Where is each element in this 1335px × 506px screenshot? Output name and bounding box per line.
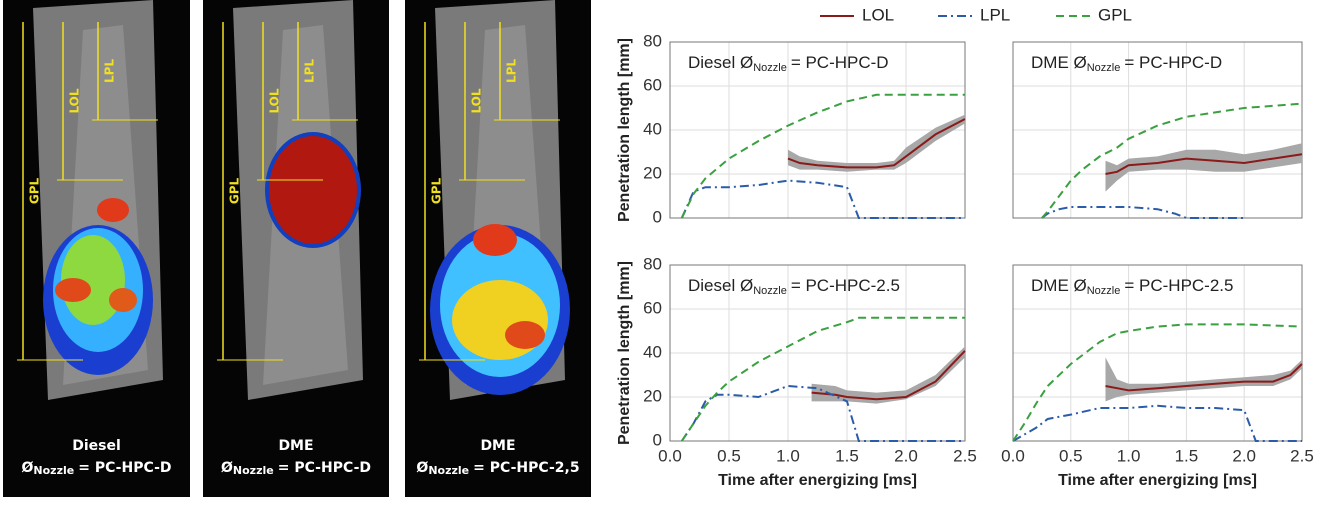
spray-blob bbox=[473, 224, 517, 256]
title-main: Diesel Ø bbox=[688, 53, 753, 72]
series-line bbox=[1012, 323, 1303, 442]
uncertainty-band bbox=[788, 114, 965, 172]
y-tick-label: 60 bbox=[643, 75, 662, 94]
caption-rest: = PC-HPC-D bbox=[278, 460, 371, 476]
annotation-label: LPL bbox=[303, 59, 317, 83]
chart-title: Diesel ØNozzle = PC-HPC-D bbox=[688, 53, 889, 73]
caption-rest: = PC-HPC-D bbox=[78, 460, 171, 476]
x-tick-label: 2.0 bbox=[1232, 446, 1256, 465]
x-axis-label: Time after energizing [ms] bbox=[1058, 472, 1257, 489]
caption-sub: Nozzle bbox=[33, 464, 74, 477]
series-line bbox=[680, 93, 965, 219]
x-tick-label: 0.5 bbox=[1059, 446, 1083, 465]
uncertainty-band bbox=[1105, 143, 1302, 192]
series-line bbox=[680, 384, 965, 442]
caption-symbol: Ø bbox=[22, 460, 34, 476]
photo-caption-nozzle: ØNozzle = PC-HPC-D bbox=[221, 460, 371, 477]
y-tick-label: 80 bbox=[643, 254, 662, 273]
y-tick-label: 0 bbox=[653, 207, 662, 226]
series-line bbox=[1105, 153, 1303, 175]
plot-frame bbox=[1012, 41, 1303, 219]
title-rest: = PC-HPC-2.5 bbox=[791, 276, 900, 295]
x-tick-label: 1.0 bbox=[776, 446, 800, 465]
uncertainty-band bbox=[811, 346, 965, 404]
y-tick-label: 20 bbox=[643, 163, 662, 182]
legend-label: LOL bbox=[862, 5, 894, 24]
title-rest: = PC-HPC-2.5 bbox=[1124, 276, 1233, 295]
title-main: DME Ø bbox=[1031, 276, 1087, 295]
spray-blob bbox=[61, 235, 125, 325]
spray-blob bbox=[97, 198, 129, 222]
chart-title: DME ØNozzle = PC-HPC-2.5 bbox=[1031, 276, 1233, 296]
title-main: Diesel Ø bbox=[688, 276, 753, 295]
caption-rest: = PC-HPC-2,5 bbox=[473, 460, 579, 476]
series-line bbox=[680, 179, 965, 219]
photo-caption-nozzle: ØNozzle = PC-HPC-D bbox=[22, 460, 172, 477]
caption-sub: Nozzle bbox=[428, 464, 469, 477]
annotation-label: LOL bbox=[68, 88, 82, 113]
caption-symbol: Ø bbox=[221, 460, 233, 476]
y-tick-label: 80 bbox=[643, 31, 662, 50]
x-tick-label: 1.0 bbox=[1117, 446, 1141, 465]
spray-image: GPL LOL LPL bbox=[217, 0, 363, 400]
annotation-label: GPL bbox=[228, 178, 242, 205]
photo-caption: DME bbox=[480, 438, 515, 454]
x-tick-label: 0.0 bbox=[658, 446, 682, 465]
annotation-label: GPL bbox=[28, 178, 42, 205]
caption-sub: Nozzle bbox=[233, 464, 274, 477]
legend-label: LPL bbox=[980, 5, 1010, 24]
title-sub: Nozzle bbox=[753, 62, 787, 74]
y-tick-label: 20 bbox=[643, 386, 662, 405]
photo-caption: Diesel bbox=[72, 438, 121, 454]
x-tick-label: 0.0 bbox=[1001, 446, 1025, 465]
y-tick-label: 0 bbox=[653, 430, 662, 449]
x-tick-label: 0.5 bbox=[717, 446, 741, 465]
title-rest: = PC-HPC-D bbox=[1124, 53, 1222, 72]
series-line bbox=[1012, 404, 1302, 442]
series-line bbox=[1041, 206, 1245, 219]
legend-label: GPL bbox=[1098, 5, 1132, 24]
title-main: DME Ø bbox=[1031, 53, 1087, 72]
spray-image: GPL LOL LPL bbox=[17, 0, 163, 400]
annotation-label: LOL bbox=[470, 88, 484, 113]
y-axis-label: Penetration length [mm] bbox=[616, 261, 633, 445]
uncertainty-band bbox=[1105, 357, 1302, 402]
series-line bbox=[787, 118, 966, 169]
spray-blob bbox=[452, 280, 548, 360]
x-tick-label: 2.0 bbox=[894, 446, 918, 465]
spray-blob bbox=[269, 136, 357, 244]
plot-frame bbox=[1012, 264, 1303, 442]
x-tick-label: 1.5 bbox=[835, 446, 859, 465]
title-sub: Nozzle bbox=[753, 285, 787, 297]
chart-title: Diesel ØNozzle = PC-HPC-2.5 bbox=[688, 276, 900, 296]
caption-symbol: Ø bbox=[416, 460, 428, 476]
annotation-label: LPL bbox=[103, 59, 117, 83]
x-tick-label: 2.5 bbox=[953, 446, 977, 465]
x-tick-label: 2.5 bbox=[1290, 446, 1314, 465]
spray-blob bbox=[109, 288, 137, 312]
y-tick-label: 40 bbox=[643, 342, 662, 361]
plot-frame bbox=[669, 41, 966, 219]
photo-caption: DME bbox=[278, 438, 313, 454]
x-tick-label: 1.5 bbox=[1175, 446, 1199, 465]
chart-title: DME ØNozzle = PC-HPC-D bbox=[1031, 53, 1222, 73]
y-axis-label: Penetration length [mm] bbox=[616, 38, 633, 222]
series-line bbox=[1041, 102, 1303, 219]
y-tick-label: 60 bbox=[643, 298, 662, 317]
photo-caption-nozzle: ØNozzle = PC-HPC-2,5 bbox=[416, 460, 579, 477]
spray-blob bbox=[55, 278, 91, 302]
title-sub: Nozzle bbox=[1087, 62, 1121, 74]
title-rest: = PC-HPC-D bbox=[791, 53, 889, 72]
title-sub: Nozzle bbox=[1087, 285, 1121, 297]
spray-image: GPL LOL LPL bbox=[419, 0, 570, 400]
y-tick-label: 40 bbox=[643, 119, 662, 138]
spray-blob bbox=[505, 321, 545, 349]
annotation-label: LPL bbox=[505, 59, 519, 83]
series-line bbox=[1105, 363, 1303, 392]
x-axis-label: Time after energizing [ms] bbox=[718, 472, 917, 489]
annotation-label: LOL bbox=[268, 88, 282, 113]
annotation-label: GPL bbox=[430, 178, 444, 205]
series-line bbox=[811, 350, 966, 401]
